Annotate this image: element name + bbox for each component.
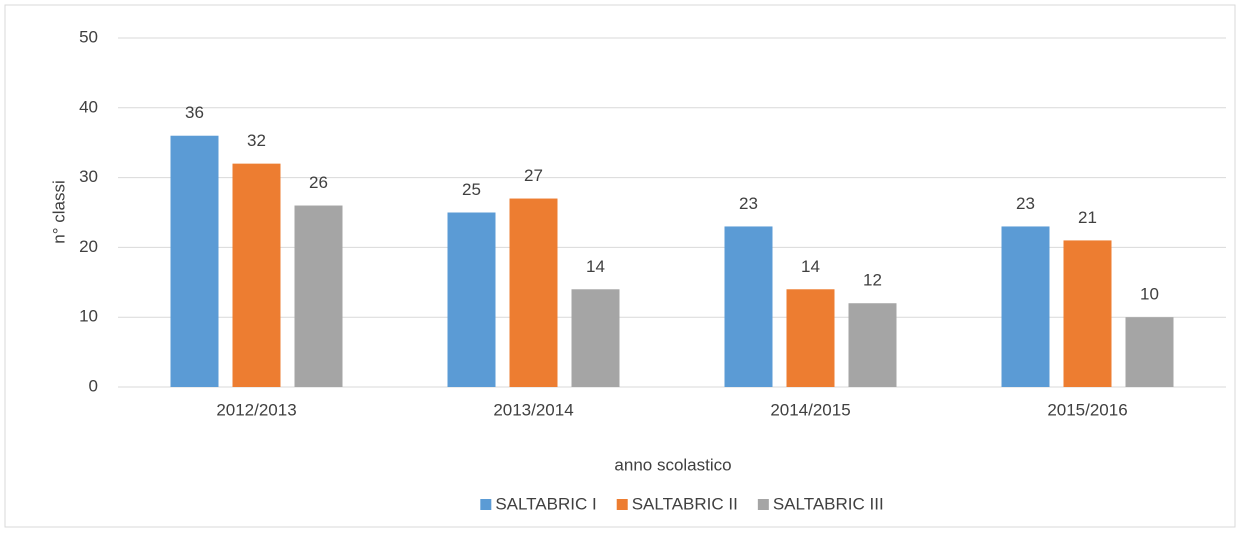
- y-tick-label: 50: [79, 27, 98, 46]
- bar: [294, 205, 343, 387]
- value-label: 23: [1016, 194, 1035, 213]
- x-tick-label: 2015/2016: [1047, 400, 1127, 419]
- bar: [232, 163, 281, 387]
- y-tick-label: 10: [79, 307, 98, 326]
- value-label: 27: [524, 166, 543, 185]
- value-label: 23: [739, 194, 758, 213]
- x-axis-title: anno scolastico: [614, 455, 731, 474]
- bar: [1063, 240, 1112, 387]
- value-label: 21: [1078, 208, 1097, 227]
- x-tick-label: 2013/2014: [493, 400, 573, 419]
- bar: [509, 198, 558, 387]
- legend-label: SALTABRIC III: [773, 494, 884, 513]
- y-tick-label: 20: [79, 237, 98, 256]
- legend-swatch: [757, 499, 769, 510]
- value-label: 10: [1140, 285, 1159, 304]
- y-axis-title: n° classi: [49, 180, 68, 243]
- y-tick-label: 40: [79, 97, 98, 116]
- bar: [170, 135, 219, 387]
- value-label: 14: [586, 257, 605, 276]
- value-label: 32: [247, 131, 266, 150]
- bar: [1001, 226, 1050, 387]
- legend-label: SALTABRIC I: [495, 494, 596, 513]
- legend-swatch: [480, 499, 492, 510]
- x-tick-label: 2014/2015: [770, 400, 850, 419]
- bar: [786, 289, 835, 387]
- x-tick-label: 2012/2013: [216, 400, 296, 419]
- legend-swatch: [616, 499, 628, 510]
- value-label: 12: [863, 271, 882, 290]
- bar: [848, 303, 897, 387]
- y-tick-label: 0: [89, 376, 98, 395]
- value-label: 26: [309, 173, 328, 192]
- legend-label: SALTABRIC II: [632, 494, 738, 513]
- bar: [571, 289, 620, 387]
- value-label: 25: [462, 180, 481, 199]
- value-label: 14: [801, 257, 820, 276]
- bar: [447, 212, 496, 387]
- y-tick-label: 30: [79, 167, 98, 186]
- bar: [724, 226, 773, 387]
- bar: [1125, 317, 1174, 387]
- value-label: 36: [185, 103, 204, 122]
